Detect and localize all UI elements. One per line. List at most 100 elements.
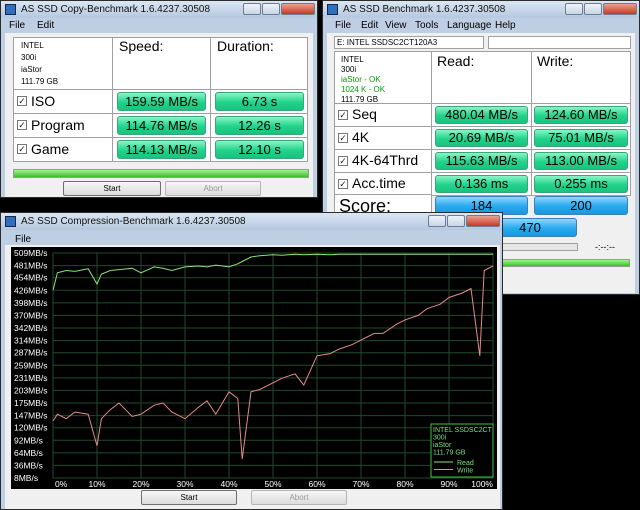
x-tick-label: 70% [352,479,369,489]
text-input[interactable] [488,36,631,49]
duration-value: 12.10 s [215,140,304,159]
legend-text: iaStor [433,442,452,449]
y-tick-label: 509MB/s [14,248,48,258]
row-label: Game [31,141,70,157]
read-value: 115.63 MB/s [435,152,528,170]
drive-info: 111.79 GB [341,95,379,104]
app-icon [327,4,338,15]
maximize-button[interactable] [262,3,280,15]
score-total: 470 [483,218,577,237]
x-tick-label: 90% [440,479,457,489]
menu-item[interactable]: Edit [361,20,379,31]
legend-label: Write [457,468,473,475]
drive-info: iaStor - OK [341,75,381,84]
drive-info: 111.79 GB [21,77,59,86]
row-cell [13,89,113,114]
menu-item[interactable]: File [9,20,26,31]
menu-item[interactable]: File [15,234,32,245]
drive-select[interactable]: E: INTEL SSDSC2CT120A3 [334,36,484,49]
checkbox[interactable]: ✓ [338,133,348,143]
minimize-button[interactable] [243,3,261,15]
maximize-button[interactable] [584,3,602,15]
row-label: Acc.time [352,175,406,191]
y-tick-label: 120MB/s [14,423,48,433]
column-header: Duration: [217,38,274,54]
minimize-button[interactable] [428,215,446,227]
menu-item[interactable]: Help [495,20,516,31]
menu-item[interactable]: Edit [37,20,55,31]
y-tick-label: 370MB/s [14,310,48,320]
title-bar: AS SSD Compression-Benchmark 1.6.4237.30… [1,213,502,230]
y-tick-label: 259MB/s [14,360,48,370]
x-tick-label: 60% [308,479,325,489]
maximize-button[interactable] [447,215,465,227]
checkbox[interactable]: ✓ [338,179,348,189]
read-value: 20.69 MB/s [435,129,528,147]
duration-value: 6.73 s [215,92,304,111]
drive-cell [334,51,432,104]
y-tick-label: 426MB/s [14,285,48,295]
header-cell [210,37,308,90]
y-tick-label: 8MB/s [14,473,38,483]
legend-text: INTEL SSDSC2CT [433,427,493,434]
duration-value: 12.26 s [215,116,304,135]
header-cell [431,51,532,104]
row-label: 4K-64Thrd [352,152,419,168]
x-tick-label: 0% [55,479,68,489]
drive-cell [13,37,113,90]
abort-button[interactable]: Abort [251,490,347,505]
column-header: Read: [437,53,475,69]
menu-item[interactable]: Language [447,20,492,31]
read-value: 0.136 ms [435,175,528,193]
y-tick-label: 147MB/s [14,411,48,421]
start-button[interactable]: Start [63,181,161,196]
time-label: -:--:-- [595,242,615,252]
checkbox[interactable]: ✓ [17,96,27,106]
minimize-button[interactable] [565,3,583,15]
legend-label: Read [457,460,474,467]
score-write: 200 [534,196,628,215]
x-tick-label: 50% [264,479,281,489]
legend-text: 111.79 GB [433,450,466,457]
drive-info: 300i [341,65,357,74]
menu-item[interactable]: View [385,20,407,31]
drive-info: 1024 K - OK [341,85,386,94]
abort-button[interactable]: Abort [165,181,261,196]
progress-bar [13,169,309,178]
x-tick-label: 100% [471,479,493,489]
close-button[interactable] [281,3,315,15]
y-tick-label: 454MB/s [14,273,48,283]
series-line [52,265,494,460]
checkbox[interactable]: ✓ [17,144,27,154]
legend-text: 300i [433,435,447,442]
write-value: 113.00 MB/s [534,152,628,170]
window-title: AS SSD Copy-Benchmark 1.6.4237.30508 [21,4,210,15]
start-button[interactable]: Start [141,490,237,505]
y-tick-label: 481MB/s [14,261,48,271]
write-value: 0.255 ms [534,175,628,193]
checkbox[interactable]: ✓ [338,156,348,166]
x-tick-label: 20% [132,479,149,489]
row-label: ISO [31,93,56,109]
row-cell [334,103,432,127]
checkbox[interactable]: ✓ [17,120,27,130]
write-value: 75.01 MB/s [534,129,628,147]
legend-box [430,423,494,478]
y-tick-label: 314MB/s [14,336,48,346]
checkbox[interactable]: ✓ [338,110,348,120]
menu-item[interactable]: Tools [415,20,439,31]
compression-window: AS SSD Compression-Benchmark 1.6.4237.30… [0,212,503,510]
drive-info: iaStor [21,65,42,74]
y-tick-label: 175MB/s [14,398,48,408]
speed-value: 114.76 MB/s [117,116,206,135]
title-bar: AS SSD Benchmark 1.6.4237.30508 [323,1,639,18]
menu-item[interactable]: File [335,20,352,31]
write-value: 124.60 MB/s [534,106,628,124]
x-tick-label: 10% [88,479,105,489]
close-button[interactable] [603,3,637,15]
copy-window: AS SSD Copy-Benchmark 1.6.4237.30508 Fil… [0,0,318,198]
close-button[interactable] [466,215,500,227]
read-value: 480.04 MB/s [435,106,528,124]
